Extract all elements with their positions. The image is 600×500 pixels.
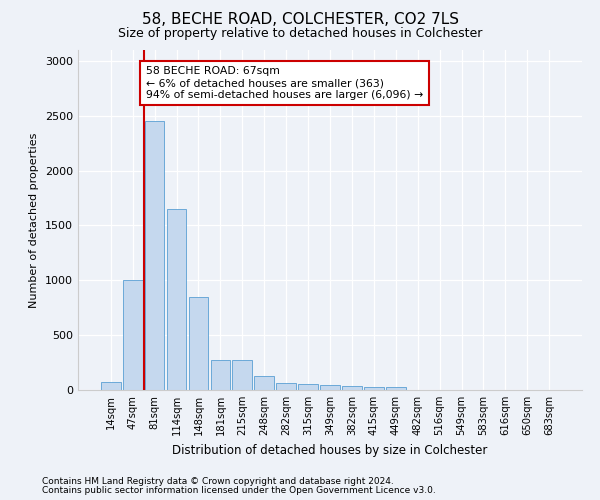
Text: Size of property relative to detached houses in Colchester: Size of property relative to detached ho…: [118, 28, 482, 40]
Bar: [123, 280, 143, 390]
Bar: [386, 388, 406, 390]
Bar: [364, 386, 384, 390]
Bar: [320, 384, 340, 390]
Text: Contains HM Land Registry data © Crown copyright and database right 2024.: Contains HM Land Registry data © Crown c…: [42, 477, 394, 486]
Y-axis label: Number of detached properties: Number of detached properties: [29, 132, 40, 308]
Bar: [211, 360, 230, 390]
Bar: [167, 209, 187, 390]
Text: Contains public sector information licensed under the Open Government Licence v3: Contains public sector information licen…: [42, 486, 436, 495]
Text: 58, BECHE ROAD, COLCHESTER, CO2 7LS: 58, BECHE ROAD, COLCHESTER, CO2 7LS: [142, 12, 458, 28]
Bar: [342, 386, 362, 390]
X-axis label: Distribution of detached houses by size in Colchester: Distribution of detached houses by size …: [172, 444, 488, 456]
Bar: [188, 297, 208, 390]
Bar: [232, 360, 252, 390]
Bar: [101, 382, 121, 390]
Bar: [298, 384, 318, 390]
Bar: [145, 122, 164, 390]
Text: 58 BECHE ROAD: 67sqm
← 6% of detached houses are smaller (363)
94% of semi-detac: 58 BECHE ROAD: 67sqm ← 6% of detached ho…: [146, 66, 423, 100]
Bar: [276, 384, 296, 390]
Bar: [254, 376, 274, 390]
